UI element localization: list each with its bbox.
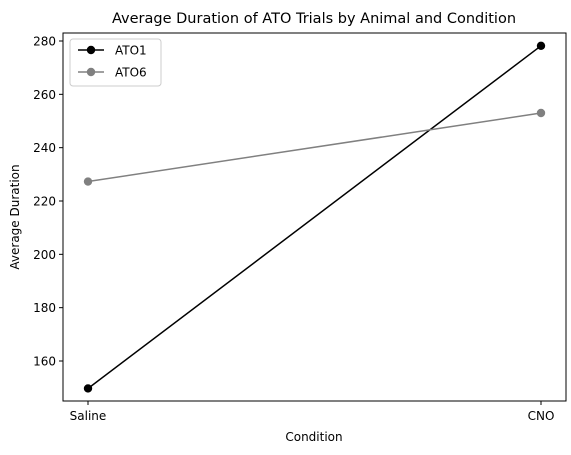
data-point-ato6 (83, 177, 93, 186)
y-tick-label: 260 (33, 88, 56, 102)
legend-label-ato1: ATO1 (115, 44, 147, 58)
x-tick-label: Saline (70, 409, 107, 423)
y-tick-label: 220 (33, 195, 56, 209)
series-line-ato6 (87, 112, 542, 183)
y-tick-label: 180 (33, 301, 56, 315)
y-axis-label: Average Duration (8, 164, 22, 269)
series-line-ato1 (87, 45, 542, 390)
data-point-ato6 (536, 108, 546, 118)
x-tick-label: CNO (528, 409, 555, 423)
y-tick-label: 160 (33, 355, 56, 369)
series-layer (83, 41, 546, 393)
legend-marker-ato1 (86, 45, 96, 55)
data-point-ato1 (83, 384, 93, 393)
legend: ATO1 ATO6 (69, 38, 162, 87)
y-tick-label: 240 (33, 141, 56, 155)
y-tick-label: 280 (33, 35, 56, 49)
chart-title: Average Duration of ATO Trials by Animal… (112, 11, 516, 27)
y-axis: 160 180 200 220 240 260 280 (33, 35, 63, 369)
plot-area: 160 180 200 220 240 260 280 Saline CNO (33, 32, 567, 423)
data-point-ato1 (536, 41, 546, 50)
y-tick-label: 200 (33, 248, 56, 262)
x-axis-label: Condition (285, 430, 342, 444)
x-axis: Saline CNO (70, 401, 555, 423)
legend-marker-ato6 (86, 67, 96, 77)
legend-label-ato6: ATO6 (115, 66, 147, 80)
plot-frame (62, 32, 567, 402)
